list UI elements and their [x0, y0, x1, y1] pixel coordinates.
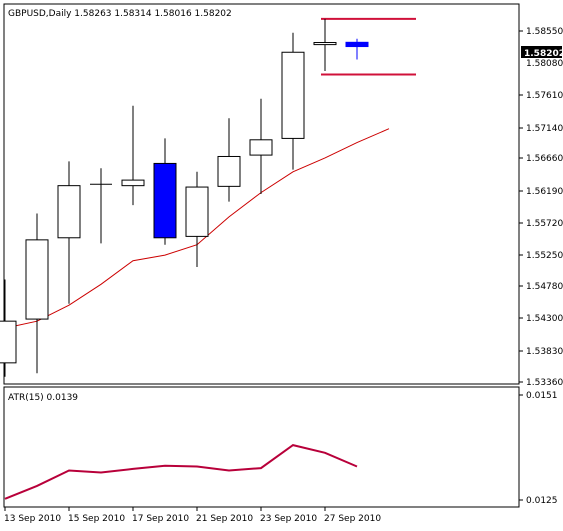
- price-tick: 1.56190: [526, 187, 563, 197]
- time-label: 21 Sep 2010: [196, 514, 253, 524]
- candle[interactable]: [153, 138, 177, 245]
- candle[interactable]: [281, 32, 305, 170]
- candle[interactable]: [90, 168, 112, 244]
- candle-body: [281, 51, 305, 139]
- current-price-label-bg: [521, 46, 562, 58]
- price-tick: 1.57610: [526, 91, 563, 101]
- main-chart-frame: [3, 3, 520, 385]
- time-label: 17 Sep 2010: [132, 514, 189, 524]
- candle[interactable]: [313, 18, 337, 72]
- atr-panel-frame: [3, 386, 520, 508]
- price-axis: 1.58550 1.58080 1.57610 1.57140 1.56660 …: [519, 27, 563, 388]
- candle-body: [121, 179, 145, 187]
- price-tick: 1.55720: [526, 219, 563, 229]
- time-axis: 13 Sep 2010 15 Sep 2010 17 Sep 2010 21 S…: [4, 507, 381, 524]
- price-tick-partial: 1.58080: [526, 59, 563, 69]
- candle-body: [185, 186, 209, 237]
- candle[interactable]: [249, 98, 273, 194]
- price-tick: 1.56660: [526, 154, 563, 164]
- projection-lines-layer: [321, 17, 416, 76]
- candle[interactable]: [0, 279, 17, 377]
- price-tick: 1.57140: [526, 124, 563, 134]
- atr-line-layer: [4, 444, 358, 500]
- candle-body: [0, 320, 17, 364]
- price-tick: 1.53830: [526, 347, 563, 357]
- time-label: 13 Sep 2010: [4, 514, 61, 524]
- symbol-header: GBPUSD,Daily 1.58263 1.58314 1.58016 1.5…: [8, 9, 232, 19]
- price-tick: 1.53360: [526, 378, 563, 388]
- candle-body: [57, 185, 81, 239]
- atr-tick: 0.0125: [526, 496, 558, 506]
- candle[interactable]: [121, 105, 145, 206]
- candle[interactable]: [57, 161, 81, 304]
- atr-tick: 0.0151: [526, 391, 558, 401]
- candle-body: [217, 155, 241, 187]
- candle-body: [153, 162, 177, 239]
- candle-body: [25, 239, 49, 320]
- time-label: 27 Sep 2010: [324, 514, 381, 524]
- time-label: 15 Sep 2010: [68, 514, 125, 524]
- candles-layer[interactable]: [0, 18, 369, 377]
- time-label: 23 Sep 2010: [260, 514, 317, 524]
- atr-line: [4, 444, 358, 500]
- candle-body: [313, 42, 337, 46]
- price-tick: 1.55250: [526, 251, 563, 261]
- candle[interactable]: [25, 213, 49, 374]
- candle-body: [345, 41, 369, 48]
- candle[interactable]: [217, 118, 241, 202]
- price-tick: 1.58550: [526, 27, 563, 37]
- atr-axis: 0.0151 0.0125: [519, 391, 558, 506]
- candle[interactable]: [185, 171, 209, 267]
- current-price-label: 1.58202: [524, 49, 563, 59]
- price-tick: 1.54780: [526, 282, 563, 292]
- price-tick: 1.54300: [526, 314, 563, 324]
- atr-label: ATR(15) 0.0139: [8, 393, 78, 403]
- candle-body: [249, 139, 273, 156]
- candle[interactable]: [345, 38, 369, 60]
